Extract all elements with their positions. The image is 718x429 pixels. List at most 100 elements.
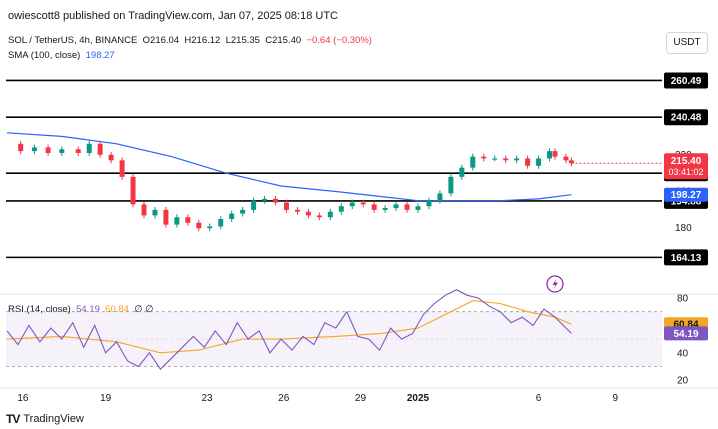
candle-body bbox=[503, 158, 509, 161]
candle-body bbox=[163, 209, 169, 225]
candle-body bbox=[316, 215, 322, 218]
high-value: 216.12 bbox=[191, 35, 221, 46]
sma-price-tag bbox=[664, 187, 708, 202]
rsi-tick-label: 80 bbox=[677, 294, 689, 305]
symbol-legend: SOL / TetherUS, 4h, BINANCE O216.04 H216… bbox=[8, 35, 372, 46]
time-tick-label: 9 bbox=[612, 393, 618, 404]
rsi-label: RSI (14, close) bbox=[8, 304, 71, 315]
candle-body bbox=[294, 209, 300, 212]
price-tick-label: 180 bbox=[675, 223, 692, 234]
currency-button[interactable]: USDT bbox=[666, 32, 708, 54]
rsi-tick-label: 20 bbox=[677, 376, 689, 387]
rsi-ma-value: 60.84 bbox=[105, 304, 129, 315]
candle-body bbox=[481, 156, 487, 159]
brand-name: TradingView bbox=[23, 413, 84, 425]
time-tick-label: 29 bbox=[355, 393, 367, 404]
candle-body bbox=[152, 209, 158, 216]
high-label: H bbox=[184, 35, 192, 46]
candle-body bbox=[45, 147, 51, 153]
time-tick-label: 23 bbox=[201, 393, 213, 404]
time-tick-label: 16 bbox=[17, 393, 29, 404]
candle-body bbox=[525, 158, 531, 166]
sma-line bbox=[6, 132, 572, 202]
open-label: O bbox=[142, 35, 151, 46]
candle-body bbox=[404, 204, 410, 210]
rsi-ma-line bbox=[6, 300, 572, 354]
candle-body bbox=[568, 160, 574, 164]
candle-body bbox=[185, 217, 191, 223]
footer-brand[interactable]: TV TradingView bbox=[6, 412, 84, 426]
candle-body bbox=[262, 198, 268, 201]
close-value: 215.40 bbox=[272, 35, 302, 46]
candle-body bbox=[547, 151, 553, 159]
last-price-tag bbox=[664, 153, 708, 180]
candle-body bbox=[552, 151, 558, 157]
level-price-tag bbox=[664, 249, 708, 266]
candle-body bbox=[130, 176, 136, 205]
level-price-label: 164.13 bbox=[671, 253, 702, 264]
level-price-label: 240.48 bbox=[671, 113, 702, 124]
candle-body bbox=[448, 176, 454, 194]
rsi-value-tag-label: 54.19 bbox=[673, 329, 698, 340]
candle-body bbox=[251, 200, 257, 210]
last-price-label: 215.40 bbox=[671, 156, 702, 167]
sma-price-label: 198.27 bbox=[671, 190, 702, 201]
level-price-label: 194.88 bbox=[671, 196, 702, 207]
candle-body bbox=[229, 213, 235, 220]
symbol-name[interactable]: SOL / TetherUS, 4h, BINANCE bbox=[8, 35, 138, 46]
candle-body bbox=[141, 204, 147, 216]
level-price-tag bbox=[664, 109, 708, 126]
candle-body bbox=[174, 217, 180, 225]
candle-body bbox=[459, 167, 465, 177]
sma-value: 198.27 bbox=[85, 50, 115, 61]
candle-body bbox=[437, 193, 443, 201]
candle-body bbox=[338, 206, 344, 212]
tradingview-logo-icon: TV bbox=[6, 412, 20, 426]
candle-body bbox=[393, 204, 399, 209]
candle-body bbox=[536, 158, 542, 166]
candle-body bbox=[563, 156, 569, 161]
low-value: 215.35 bbox=[230, 35, 260, 46]
bar-countdown-label: 03:41:02 bbox=[668, 167, 703, 177]
candle-body bbox=[119, 160, 125, 177]
candle-body bbox=[360, 202, 366, 205]
time-tick-label: 19 bbox=[100, 393, 112, 404]
candle-body bbox=[305, 211, 311, 216]
candle-body bbox=[426, 200, 432, 207]
rsi-tick-label: 40 bbox=[677, 348, 689, 359]
candle-body bbox=[75, 149, 81, 153]
rsi-value-tag bbox=[664, 326, 708, 341]
rsi-ma-tag-label: 60.84 bbox=[673, 320, 698, 331]
candle-body bbox=[31, 147, 37, 152]
candle-body bbox=[470, 156, 476, 168]
rsi-legend[interactable]: RSI (14, close) 54.19 60.84 ∅ ∅ bbox=[8, 304, 153, 315]
low-label: L bbox=[225, 35, 231, 46]
candle-body bbox=[492, 158, 498, 160]
time-tick-label: 26 bbox=[278, 393, 290, 404]
time-tick-label: 6 bbox=[536, 393, 542, 404]
level-price-label: 260.49 bbox=[671, 76, 702, 87]
candle-body bbox=[18, 143, 24, 152]
open-value: 216.04 bbox=[150, 35, 180, 46]
sma-legend[interactable]: SMA (100, close) 198.27 bbox=[8, 50, 115, 61]
candle-body bbox=[371, 204, 377, 210]
candle-body bbox=[196, 222, 202, 229]
rsi-value: 54.19 bbox=[76, 304, 100, 315]
close-label: C bbox=[265, 35, 273, 46]
candle-body bbox=[97, 143, 103, 155]
candle-body bbox=[283, 202, 289, 210]
event-lightning-icon[interactable] bbox=[546, 275, 564, 293]
rsi-line bbox=[6, 289, 572, 371]
candle-body bbox=[273, 198, 279, 203]
candle-body bbox=[59, 149, 65, 153]
candle-body bbox=[240, 209, 246, 214]
candle-body bbox=[514, 158, 520, 161]
change-value: −0.64 (−0.30%) bbox=[306, 35, 372, 46]
candle-body bbox=[415, 206, 421, 210]
lightning-glyph-icon bbox=[552, 278, 558, 290]
rsi-extras: ∅ ∅ bbox=[134, 304, 154, 315]
candle-body bbox=[218, 219, 224, 227]
candle-body bbox=[327, 211, 333, 218]
rsi-band-background bbox=[6, 311, 662, 367]
